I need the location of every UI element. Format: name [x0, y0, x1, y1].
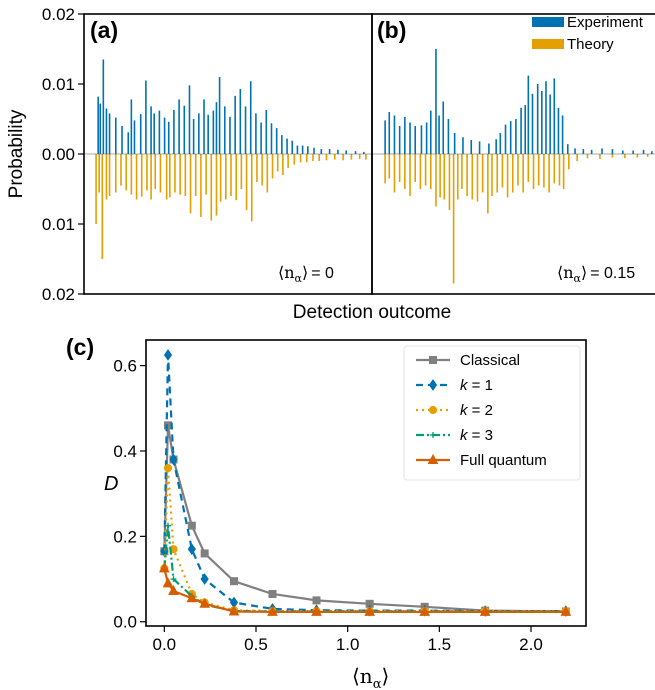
panel-c-point-full-quantum — [364, 605, 375, 616]
panel-c-y-tick-label: 0.4 — [113, 442, 137, 461]
panel-a-bars — [84, 59, 372, 259]
panel-a-y-tick-label: 0.00 — [42, 145, 75, 164]
panel-c-point-full-quantum — [186, 592, 198, 603]
panel-c-series-k-3 — [161, 522, 569, 615]
panel-b-frame — [371, 13, 655, 295]
panel-b-annotation: ⟨nα⟩ = 0.15 — [557, 263, 635, 285]
panel-c-point-k-3 — [170, 576, 177, 583]
panel-c-point-full-quantum — [168, 584, 179, 595]
panel-c-point-full-quantum — [311, 605, 322, 616]
panel-b-series-experiment — [384, 49, 653, 154]
panel-c-x-tick-label: 2.0 — [519, 635, 543, 654]
legend-swatch-theory — [532, 39, 564, 49]
panel-c-point-full-quantum — [199, 597, 210, 608]
panel-c-x-tick-label: 0.5 — [244, 635, 268, 654]
panel-c-legend-marker-k-1 — [428, 379, 438, 391]
panel-c-point-k-1 — [169, 453, 178, 466]
panel-c-point-k-2 — [163, 463, 173, 473]
panel-c-point-full-quantum — [162, 577, 174, 588]
panel-c: 0.0 0.5 1.0 1.5 2.0 0.0 0.2 0.4 0.6 (c) D ⟨nα⟩ C… — [66, 334, 587, 690]
panel-b-label: (b) — [377, 17, 406, 43]
panel-c-point-full-quantum — [419, 605, 430, 616]
panel-c-point-classical — [312, 596, 321, 605]
panel-c-point-k-1 — [163, 349, 173, 361]
panel-c-legend-marker-full-quantum — [427, 453, 439, 464]
panel-c-legend-marker-classical — [429, 356, 437, 364]
panel-c-legend-label-k-3: k = 3 — [460, 427, 493, 444]
panel-c-line-full-quantum — [163, 568, 566, 614]
panel-c-x-tick-label: 1.0 — [336, 635, 360, 654]
panel-a-series-experiment — [97, 59, 365, 154]
panel-c-point-full-quantum — [228, 605, 240, 616]
panel-c-legend-label-classical: Classical — [460, 352, 520, 369]
panel-c-series — [159, 349, 572, 617]
panel-c-point-classical — [200, 549, 209, 558]
legend-ab: Experiment Theory — [532, 14, 644, 53]
panel-c-legend: Classical k = 1 k = 2 k = 3 Full quantum — [403, 345, 581, 481]
panel-b-series-theory — [384, 154, 649, 284]
panel-c-legend-label-k-1: k = 1 — [460, 377, 493, 394]
panel-c-line-k-1 — [163, 354, 566, 613]
panel-c-y-tick-label: 0.0 — [113, 613, 137, 632]
panel-a-annotation: ⟨nα⟩ = 0 — [278, 263, 334, 285]
panel-c-line-k-2 — [163, 467, 566, 613]
panel-c-x-tick-label: 1.5 — [428, 635, 452, 654]
panel-c-x-tick-label: 0.0 — [153, 635, 177, 654]
legend-label-experiment: Experiment — [567, 14, 644, 31]
panel-a-y-ticks: 0.02 0.01 0.00 0.01 0.02 — [42, 5, 84, 304]
panel-c-point-k-1 — [200, 573, 209, 585]
panel-c-y-tick-label: 0.6 — [113, 357, 137, 376]
panel-c-point-full-quantum — [479, 605, 491, 616]
panel-c-point-full-quantum — [267, 605, 278, 616]
panel-b-bars — [372, 49, 655, 284]
panel-c-point-full-quantum — [560, 605, 572, 616]
panel-c-legend-marker-k-3 — [430, 432, 436, 438]
panel-c-legend-box — [403, 345, 581, 481]
panel-a: (a) ⟨nα⟩ = 0 — [83, 13, 373, 295]
panel-c-point-k-1 — [187, 543, 196, 556]
panel-a-label: (a) — [90, 17, 118, 43]
panel-c-point-full-quantum — [159, 562, 170, 573]
panel-c-legend-label-full-quantum: Full quantum — [460, 452, 547, 469]
panel-a-series-theory — [95, 154, 367, 259]
panel-a-y-tick-label: 0.02 — [42, 5, 75, 24]
legend-label-theory: Theory — [567, 36, 614, 53]
panel-c-y-tick-label: 0.2 — [113, 527, 137, 546]
panel-a-y-tick-label: 0.02 — [42, 285, 75, 304]
panel-c-line-classical — [163, 425, 566, 613]
panel-c-point-classical — [230, 577, 238, 586]
panel-ab-xlabel: Detection outcome — [293, 302, 451, 323]
panel-c-xlabel: ⟨nα⟩ — [352, 664, 389, 690]
panel-a-y-tick-label: 0.01 — [42, 215, 75, 234]
panel-c-point-k-3 — [165, 522, 171, 529]
panel-b: (b) ⟨nα⟩ = 0.15 Experiment Theory — [371, 13, 655, 295]
panel-c-frame — [145, 339, 587, 627]
panel-c-ylabel: D — [104, 473, 118, 495]
panel-c-legend-marker-k-2 — [428, 405, 438, 415]
panel-c-point-classical — [268, 589, 277, 598]
panel-c-ticks: 0.0 0.5 1.0 1.5 2.0 0.0 0.2 0.4 0.6 — [113, 357, 542, 654]
panel-a-ylabel: Probability — [6, 109, 27, 198]
panel-c-legend-label-k-2: k = 2 — [460, 402, 493, 419]
panel-a-y-tick-label: 0.01 — [42, 75, 75, 94]
panel-c-series-full-quantum — [159, 562, 572, 616]
panel-c-point-classical — [187, 521, 196, 530]
panel-c-line-k-3 — [163, 525, 566, 613]
legend-swatch-experiment — [532, 17, 564, 27]
panel-c-label: (c) — [66, 334, 94, 360]
